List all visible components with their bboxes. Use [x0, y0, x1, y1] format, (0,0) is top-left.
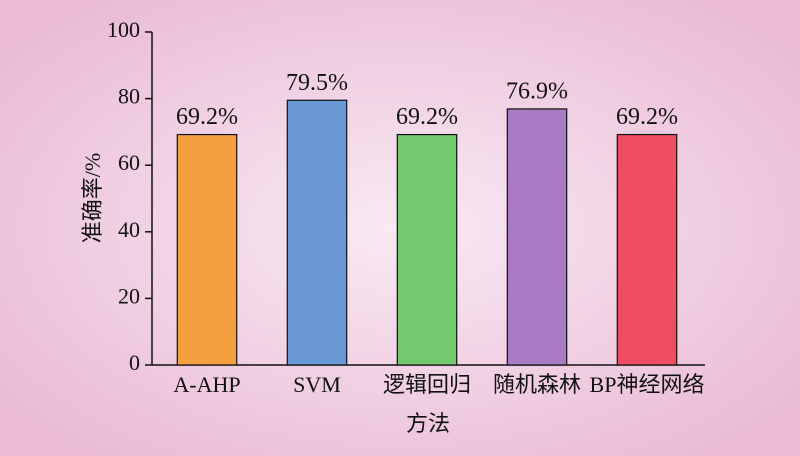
bar: [176, 133, 238, 366]
x-tick-label: SVM: [293, 372, 341, 397]
bar: [616, 133, 678, 366]
data-label: 69.2%: [616, 104, 678, 130]
y-tick-label: 100: [107, 17, 140, 42]
y-tick-label: 0: [129, 350, 140, 375]
x-tick-label: BP神经网络: [590, 372, 705, 397]
bar: [286, 99, 348, 366]
data-label: 69.2%: [396, 104, 458, 130]
x-tick-label: 随机森林: [493, 372, 581, 397]
data-label: 76.9%: [506, 78, 568, 104]
data-label: 79.5%: [286, 70, 348, 96]
x-tick-label: 逻辑回归: [383, 372, 471, 397]
x-axis-label: 方法: [406, 411, 450, 436]
y-tick-label: 40: [118, 217, 140, 242]
data-label: 69.2%: [176, 104, 238, 130]
y-tick-label: 60: [118, 150, 140, 175]
bar: [396, 133, 458, 366]
y-tick-label: 20: [118, 283, 140, 308]
bar: [506, 108, 568, 366]
y-tick-label: 80: [118, 84, 140, 109]
y-axis-label: 准确率/%: [80, 153, 105, 243]
x-tick-label: A-AHP: [173, 372, 240, 397]
